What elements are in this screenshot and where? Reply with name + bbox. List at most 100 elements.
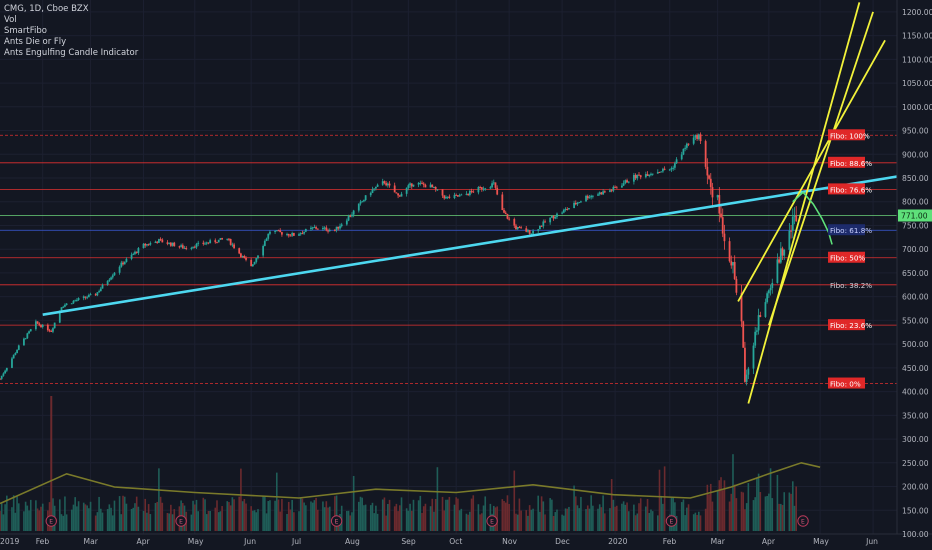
price-tick-4: 300.00: [902, 435, 929, 444]
candle-body-181: [431, 184, 434, 188]
candle-body-232: [552, 215, 555, 219]
volume-bar-192: [457, 498, 459, 531]
volume-bar-221: [527, 515, 529, 531]
volume-bar-244: [580, 496, 582, 531]
volume-bar-269: [639, 498, 642, 531]
candle-body-203: [482, 188, 485, 190]
fibo-label-6: Fibo: 23.6%: [830, 321, 872, 330]
legend-indicator-smartfibo[interactable]: SmartFibo: [4, 26, 47, 36]
candle-body-264: [627, 181, 630, 183]
volume-bar-89: [209, 510, 211, 531]
candle-body-80: [190, 247, 193, 249]
candle-body-214: [508, 218, 511, 220]
candle-body-64: [149, 242, 152, 245]
candle-body-238: [566, 208, 569, 210]
volume-bar-279: [663, 466, 666, 531]
fibo-label-box-4: [828, 251, 865, 263]
price-tick-22: 1200.00: [902, 8, 932, 17]
candle-body-27: [62, 306, 65, 308]
candle-body-131: [311, 227, 314, 229]
volume-bar-204: [484, 496, 487, 531]
legend-indicator-ants-engulfing[interactable]: Ants Engulfing Candle Indicator: [4, 48, 139, 58]
volume-bar-297: [708, 494, 710, 531]
candle-body-197: [468, 190, 471, 196]
candle-body-327: [779, 248, 782, 263]
candle-body-262: [624, 180, 627, 184]
candle-body-103: [243, 256, 246, 258]
candle-body-225: [537, 229, 540, 231]
earnings-marker-1: [175, 515, 187, 527]
candles: [0, 132, 798, 386]
volume-bar-259: [615, 505, 618, 531]
volume-bar-63: [147, 504, 150, 531]
volume-bar-129: [305, 505, 307, 531]
volume-bar-256: [610, 479, 613, 531]
candle-body-316: [754, 331, 757, 346]
volume-bar-211: [503, 500, 505, 531]
drawings[interactable]: [42, 2, 898, 404]
candle-body-253: [602, 191, 605, 195]
volume-bar-154: [364, 504, 367, 531]
legend-symbol[interactable]: CMG, 1D, Cboe BZX: [4, 4, 89, 14]
candle-body-175: [417, 182, 420, 185]
candle-body-132: [313, 227, 316, 229]
candle-body-292: [696, 135, 698, 139]
volume-bar-124: [293, 512, 295, 531]
candle-body-221: [527, 229, 529, 232]
volume-bar-303: [721, 490, 724, 531]
candle-body-244: [580, 201, 582, 203]
volume-bar-188: [446, 499, 449, 531]
volume-bar-224: [532, 508, 534, 531]
candle-body-183: [434, 186, 437, 190]
legend-indicator-vol[interactable]: Vol: [4, 15, 17, 25]
candle-body-35: [82, 296, 85, 299]
candle-body-89: [209, 240, 212, 243]
volume-bar-331: [790, 493, 792, 531]
volume-bar-100: [238, 496, 240, 531]
candle-body-65: [154, 241, 157, 243]
candle-body-26: [60, 307, 63, 311]
volume-bar-250: [597, 508, 599, 531]
volume-bar-324: [771, 498, 774, 531]
volume-bar-19: [41, 503, 44, 531]
price-tick-10: 600.00: [902, 293, 929, 302]
candle-body-206: [491, 183, 493, 188]
candle-body-99: [233, 244, 235, 249]
time-tick-9: Oct: [449, 537, 462, 546]
volume-bar-36: [84, 504, 87, 531]
earnings-marker-label-5: E: [801, 519, 805, 526]
candle-body-144: [340, 224, 343, 227]
volume-bar-148: [351, 512, 353, 531]
fibo-label-box-6: [828, 319, 865, 331]
volume-bar-151: [359, 496, 362, 531]
volume-bar-54: [125, 503, 128, 531]
volume-bar-220: [525, 510, 528, 531]
price-tick-14: 800.00: [902, 198, 929, 207]
candle-body-51: [120, 262, 123, 267]
volume-bar-4: [6, 495, 8, 531]
candle-body-325: [776, 259, 779, 283]
volume-bar-135: [322, 501, 324, 531]
volume-bars: [0, 396, 797, 531]
legend-indicator-ants-die-or-fly[interactable]: Ants Die or Fly: [4, 37, 67, 47]
candle-body-9: [17, 345, 20, 350]
candle-body-187: [445, 196, 447, 199]
candle-body-255: [609, 190, 611, 192]
volume-bar-217: [516, 514, 519, 531]
candle-body-275: [656, 172, 659, 174]
volume-bar-64: [149, 514, 152, 531]
candle-body-194: [460, 194, 463, 196]
fibo-label-7: Fibo: 0%: [830, 380, 861, 389]
candle-body-246: [586, 195, 589, 199]
volume-bar-85: [202, 497, 205, 531]
candle-body-126: [299, 233, 302, 235]
volume-bar-202: [481, 513, 483, 531]
volume-bar-215: [513, 470, 516, 531]
candle-body-207: [492, 182, 495, 184]
volume-bar-92: [217, 512, 220, 531]
candle-body-24: [53, 322, 56, 329]
volume-bar-182: [433, 511, 435, 531]
